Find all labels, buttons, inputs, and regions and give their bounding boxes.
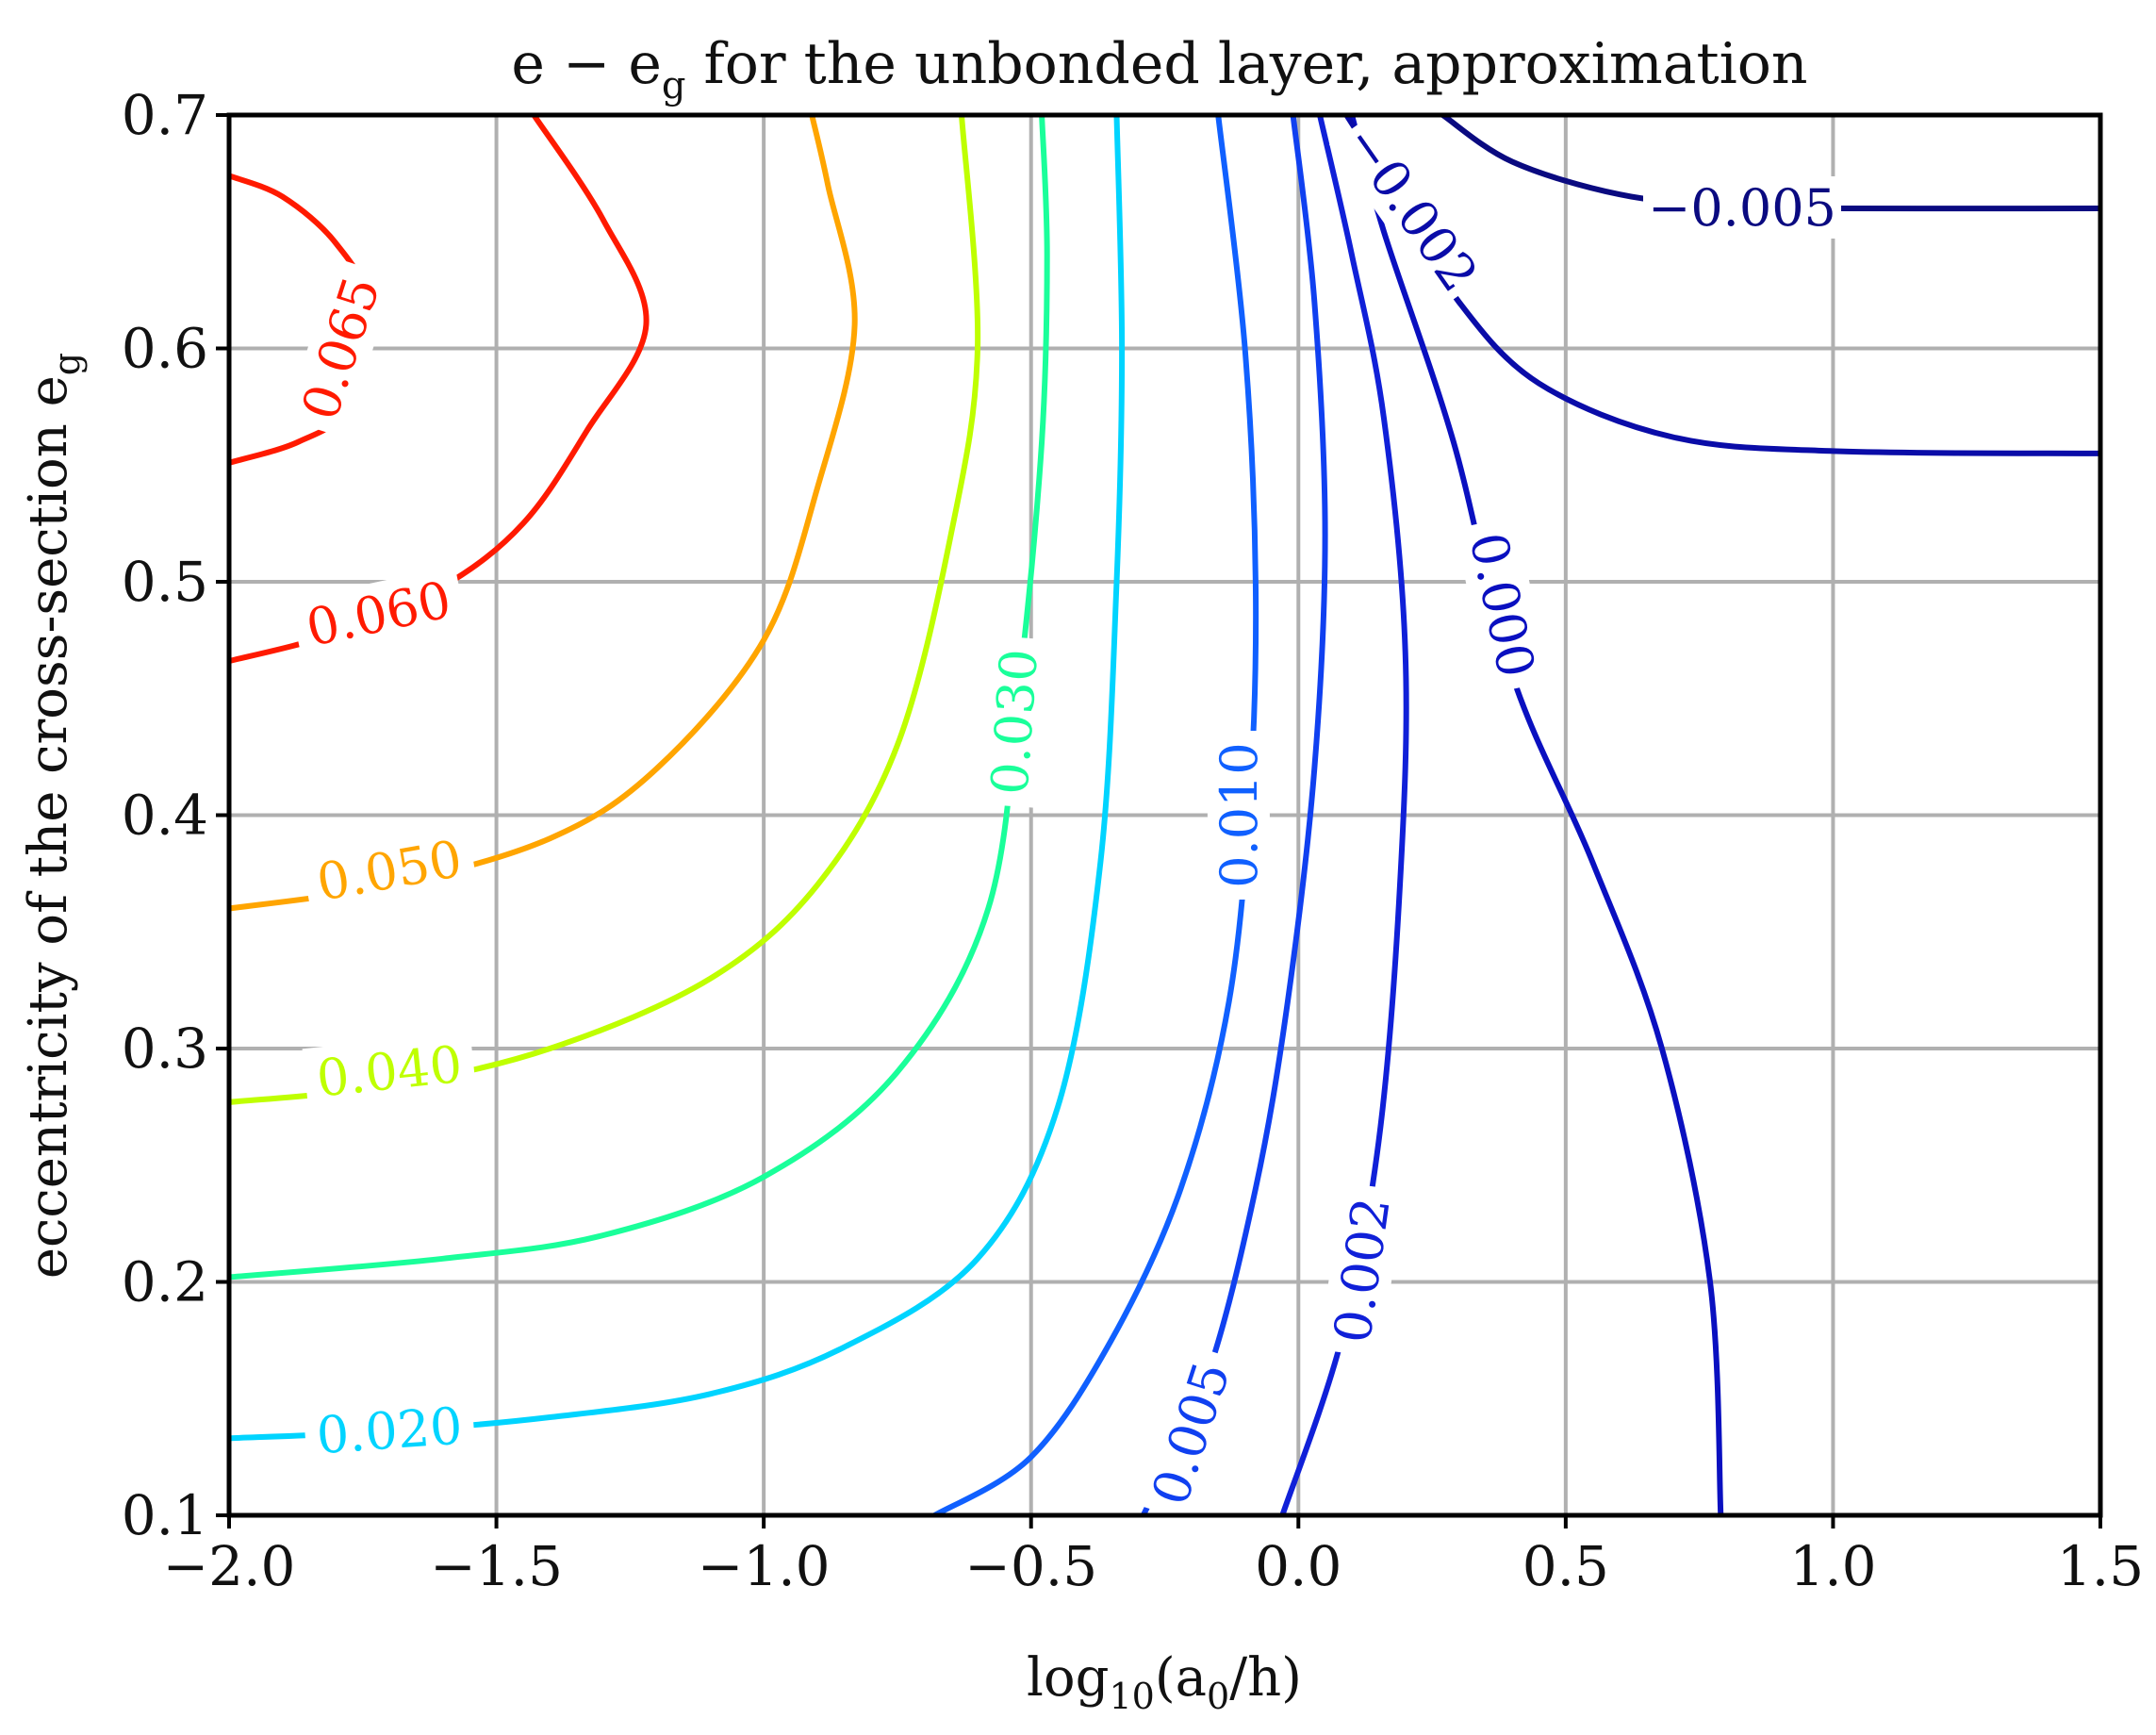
contour-label-gap — [285, 257, 397, 438]
x-tick-label: −1.5 — [430, 1534, 563, 1598]
axis-ticks: −2.0 −1.5 −1.0 −0.5 0.0 0.5 1.0 1.5 0.1 0.2 0.3 0.4… — [122, 83, 2144, 1598]
contour-label-gap — [1319, 1181, 1405, 1359]
x-axis-label-sub: 10 — [1109, 1676, 1154, 1717]
contour-label: −0.005 — [1648, 178, 1836, 238]
y-tick-label: 0.4 — [122, 784, 208, 848]
x-axis-label-part: /h) — [1229, 1647, 1302, 1709]
contour-label: 0.030 — [979, 647, 1049, 797]
contour-label-group: 0.020 — [303, 1393, 476, 1468]
contour-line — [1349, 115, 1724, 1515]
y-tick-label: 0.3 — [122, 1016, 208, 1081]
x-axis-label: log10(a0/h) — [1027, 1647, 1302, 1717]
contour-label-group: 0.040 — [302, 1031, 477, 1111]
contour-label-gap — [1643, 176, 1841, 239]
contour-label-gap — [1207, 731, 1270, 900]
x-axis-label-sub: 0 — [1207, 1676, 1229, 1717]
y-axis-label-part: eccentricity of the cross-section e — [18, 375, 79, 1279]
x-tick-label: −0.5 — [964, 1534, 1097, 1598]
contour-label-group: −0.005 — [1643, 176, 1841, 239]
contour-line — [931, 115, 1259, 1515]
x-axis-label-part: (a — [1155, 1647, 1207, 1709]
contour-line — [229, 115, 1126, 1442]
contour-label-gap — [302, 1031, 477, 1111]
x-tick-label: 0.5 — [1522, 1534, 1609, 1598]
x-tick-label: −2.0 — [163, 1534, 296, 1598]
y-tick-label: 0.6 — [122, 317, 208, 381]
y-axis-label: eccentricity of the cross-section eg — [18, 353, 88, 1279]
x-tick-label: −1.0 — [698, 1534, 831, 1598]
contour-label: 0.020 — [315, 1396, 465, 1466]
y-tick-label: 0.1 — [122, 1483, 208, 1547]
x-axis-label-part: log — [1027, 1647, 1109, 1709]
contour-line — [1140, 115, 1328, 1515]
x-tick-label: 0.0 — [1255, 1534, 1341, 1598]
contour-label-group: 0.010 — [1207, 731, 1270, 900]
contour-label-gap — [1134, 1343, 1246, 1524]
chart-title-part: for the unbonded layer, approximation — [685, 31, 1807, 97]
contour-label-gap — [303, 1393, 476, 1468]
x-tick-label: 1.0 — [1789, 1534, 1876, 1598]
contour-label-gap — [977, 635, 1051, 809]
chart-title-part: e − e — [511, 31, 661, 97]
y-tick-label: 0.2 — [122, 1250, 208, 1314]
y-tick-label: 0.5 — [122, 550, 208, 614]
y-tick-label: 0.7 — [122, 83, 208, 147]
x-tick-label: 1.5 — [2057, 1534, 2144, 1598]
contour-label-gap — [1328, 108, 1494, 307]
contour-label-gap — [1454, 516, 1551, 694]
y-axis-label-sub: g — [46, 353, 88, 375]
chart-title-sub: g — [662, 64, 686, 107]
chart-title: e − eg for the unbonded layer, approxima… — [511, 31, 1807, 107]
contour-label-group: 0.050 — [301, 824, 478, 916]
contour-label-gap — [301, 824, 478, 916]
contour-label: 0.010 — [1210, 742, 1269, 888]
contour-line — [229, 115, 1050, 1281]
contour-label-gap — [289, 565, 468, 662]
contour-label-group: 0.030 — [977, 635, 1051, 809]
